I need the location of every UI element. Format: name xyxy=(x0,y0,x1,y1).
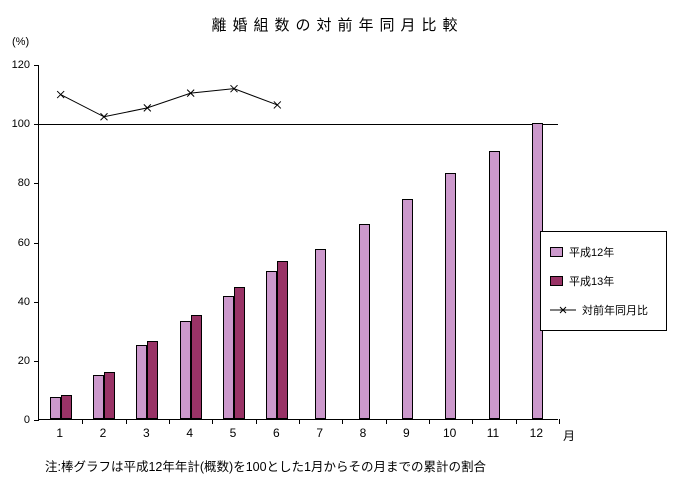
x-tick-label: 3 xyxy=(142,426,150,440)
bar xyxy=(147,340,159,419)
legend-item-ratio: 対前年同月比 xyxy=(550,302,657,318)
legend: 平成12年 平成13年 対前年同月比 xyxy=(540,231,667,331)
chart-title: 離婚組数の対前年同月比較 xyxy=(211,17,464,34)
ratio-line-series xyxy=(56,84,282,121)
x-tick-label: 1 xyxy=(56,426,63,440)
x-tick-label: 2 xyxy=(99,426,107,440)
legend-label-heisei13: 平成13年 xyxy=(569,276,615,288)
bar xyxy=(49,396,61,419)
x-marker xyxy=(56,90,65,99)
x-tick-label: 8 xyxy=(359,426,367,440)
bar xyxy=(266,271,278,419)
y-tick-mark xyxy=(34,301,39,303)
reference-line-100 xyxy=(39,124,558,126)
bar xyxy=(190,315,202,419)
bar xyxy=(223,296,234,419)
x-marker xyxy=(100,112,108,121)
legend-label-heisei12: 平成12年 xyxy=(569,247,615,259)
y-tick-label: 0 xyxy=(23,414,30,426)
line-with-x-marker-icon xyxy=(550,306,576,314)
bar xyxy=(358,223,370,419)
x-tick-mark xyxy=(169,419,170,424)
legend-swatch-heisei12 xyxy=(550,247,563,257)
y-tick-label: 120 xyxy=(11,59,30,71)
x-tick-mark xyxy=(212,419,214,424)
y-tick-label: 40 xyxy=(17,295,30,308)
x-axis-labels: 1 2 3 4 5 6 7 8 9 10 11 12 xyxy=(38,426,558,442)
x-tick-label: 9 xyxy=(402,426,410,440)
legend-item-heisei13: 平成13年 xyxy=(550,273,657,289)
x-marker xyxy=(186,89,195,97)
y-tick-mark xyxy=(34,124,39,126)
x-tick-mark xyxy=(125,419,127,424)
y-tick-label: 100 xyxy=(11,118,30,131)
bar xyxy=(136,345,148,419)
bar xyxy=(234,287,245,419)
y-tick-mark xyxy=(34,360,39,362)
x-tick-mark xyxy=(559,419,560,424)
y-tick-label: 60 xyxy=(17,236,30,249)
bar xyxy=(401,198,413,419)
bar xyxy=(93,374,104,419)
y-axis-unit-label: (%) xyxy=(12,36,30,48)
y-tick-label: 20 xyxy=(17,354,30,367)
bar xyxy=(277,260,289,419)
bar xyxy=(488,151,500,419)
x-tick-mark xyxy=(82,419,84,424)
x-tick-mark xyxy=(429,419,430,424)
x-tick-label: 5 xyxy=(229,426,237,440)
y-axis-labels: 0 20 40 60 80 100 120 xyxy=(0,59,32,426)
y-tick-mark xyxy=(34,65,39,66)
x-tick-mark xyxy=(342,419,344,424)
x-tick-mark xyxy=(472,419,474,424)
x-tick-label: 10 xyxy=(442,426,457,440)
legend-label-ratio: 対前年同月比 xyxy=(582,305,648,317)
y-tick-label: 80 xyxy=(17,177,30,190)
x-tick-mark xyxy=(255,419,257,424)
x-tick-label: 4 xyxy=(186,426,193,440)
x-tick-label: 6 xyxy=(272,426,280,440)
x-marker xyxy=(143,104,152,112)
bar xyxy=(315,248,327,419)
bar xyxy=(179,321,191,419)
y-tick-mark xyxy=(34,242,39,244)
x-tick-mark xyxy=(299,419,300,424)
bar xyxy=(104,371,115,419)
x-tick-mark xyxy=(515,419,517,424)
legend-swatch-heisei13 xyxy=(550,276,563,286)
x-tick-label: 7 xyxy=(316,426,323,440)
y-tick-mark xyxy=(34,183,39,185)
x-tick-label: 11 xyxy=(486,426,500,440)
footnote: 注:棒グラフは平成12年年計(概数)を100とした1月からその月までの累計の割合 xyxy=(45,460,487,474)
x-marker xyxy=(273,101,282,109)
y-tick-mark xyxy=(34,420,39,421)
plot-area xyxy=(34,65,560,424)
x-marker xyxy=(230,84,238,93)
legend-item-heisei12: 平成12年 xyxy=(550,244,657,260)
x-axis-unit-label: 月 xyxy=(563,429,576,443)
x-tick-label: 12 xyxy=(529,426,543,440)
x-tick-mark xyxy=(385,419,387,424)
bar xyxy=(445,173,457,419)
bar xyxy=(60,395,72,419)
